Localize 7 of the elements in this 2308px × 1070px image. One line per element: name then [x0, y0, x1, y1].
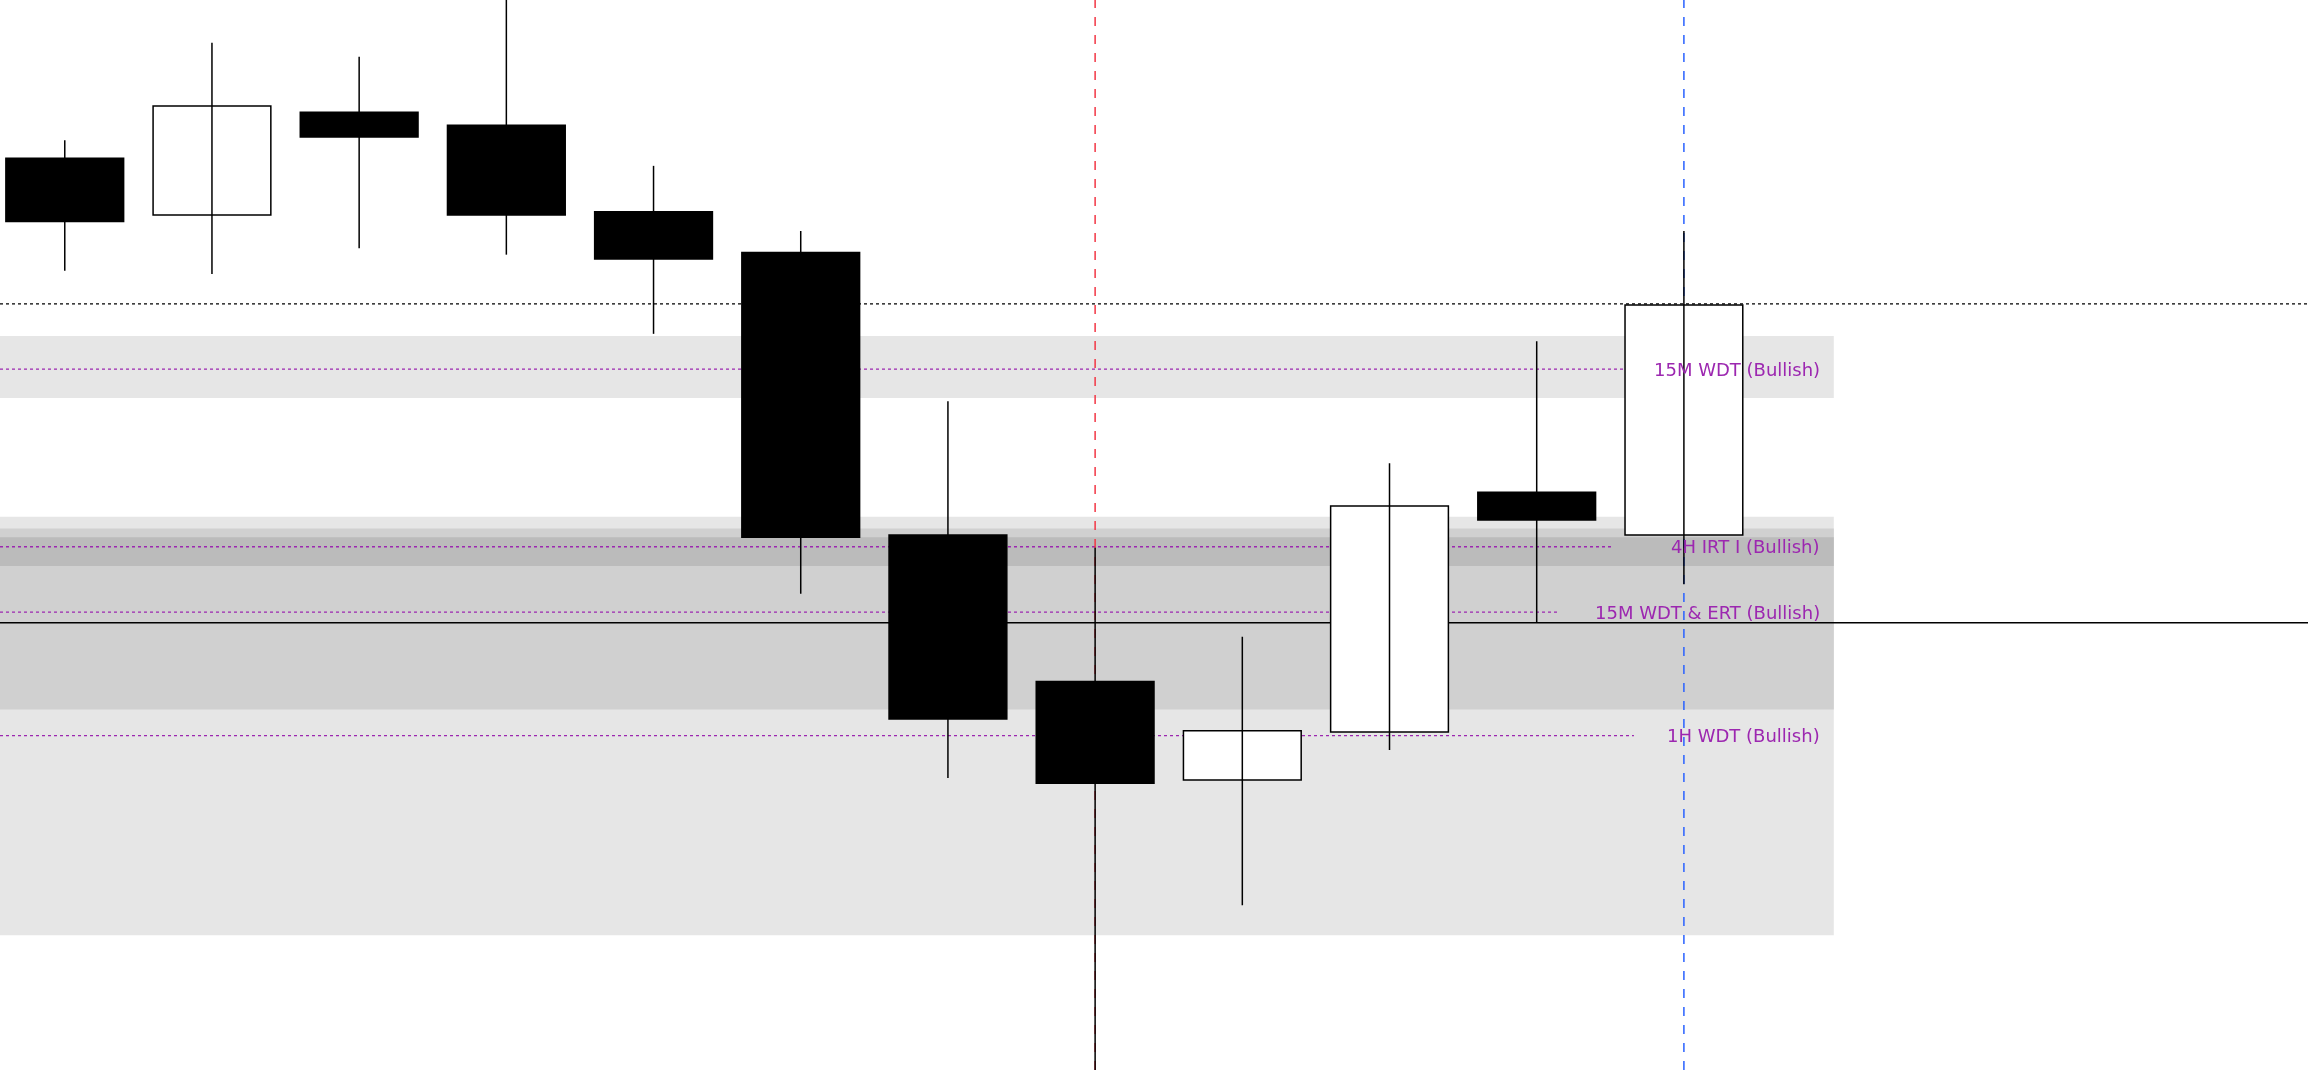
candlestick [446, 0, 566, 256]
ref-line-label: 15M WDT & ERT (Bullish) [1595, 602, 1821, 623]
candlestick [1182, 635, 1302, 906]
candlestick [299, 55, 419, 249]
ref-line-label: 1H WDT (Bullish) [1667, 725, 1820, 746]
candlestick [5, 139, 125, 272]
candlestick [152, 42, 272, 275]
